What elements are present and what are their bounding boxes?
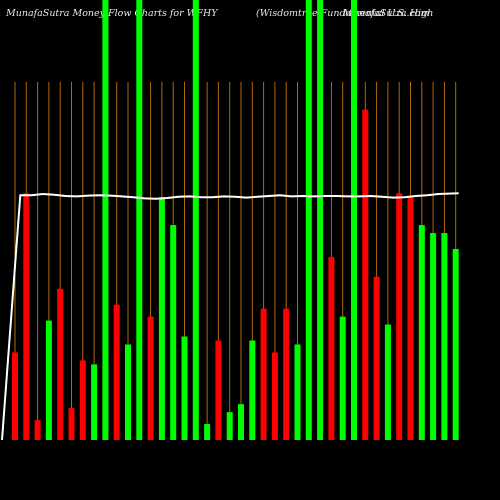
bar-down (12, 352, 18, 440)
bar-up (305, 0, 312, 440)
bar-up (45, 320, 52, 440)
bar-down (57, 288, 64, 440)
bar-up (384, 324, 391, 440)
bars (12, 0, 459, 440)
bar-down (373, 276, 380, 440)
bar-up (192, 0, 199, 440)
bar-down (147, 316, 154, 440)
bar-up (170, 225, 177, 440)
bar-up (452, 248, 459, 440)
bar-up (430, 233, 437, 440)
bar-up (181, 336, 188, 440)
chart-title: MunafaSutra Money Flow Charts for WFHY (6, 8, 218, 19)
bar-down (68, 408, 75, 440)
bar-up (418, 225, 425, 440)
bar-up (226, 412, 233, 440)
bar-down (328, 256, 335, 440)
bar-down (283, 308, 290, 440)
price-line (1, 192, 459, 441)
bar-up (102, 0, 109, 440)
bar-down (23, 193, 30, 440)
bar-down (34, 420, 41, 440)
bar-down (113, 304, 120, 440)
bar-down (260, 308, 267, 440)
bar-down (271, 352, 278, 440)
site-name: MunafaSutra.com (343, 8, 430, 19)
bar-down (215, 340, 222, 440)
bar-up (91, 364, 98, 440)
instrument-name: (Wisdomtree Fundamental U.S. High (256, 8, 434, 19)
bar-up (136, 0, 143, 440)
bar-down (396, 193, 403, 440)
bar-up (317, 0, 324, 440)
bar-down (79, 360, 86, 440)
bar-up (351, 0, 357, 440)
bar-up (204, 424, 211, 440)
bar-down (362, 109, 369, 440)
bar-down (407, 197, 414, 440)
bar-up (238, 404, 244, 440)
bar-up (158, 197, 165, 440)
bar-up (294, 344, 301, 440)
bar-up (441, 233, 448, 440)
bar-up (125, 344, 131, 440)
bar-up (339, 316, 346, 440)
bar-up (249, 340, 256, 440)
